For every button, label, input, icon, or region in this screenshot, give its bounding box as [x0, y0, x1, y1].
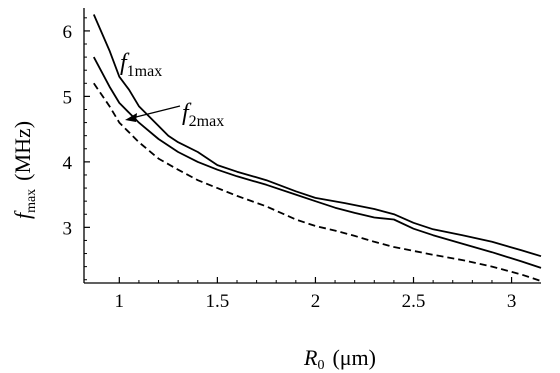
annotation-f2max-arrowhead: [125, 113, 137, 122]
series-line-f2max: [93, 56, 542, 269]
axes: 1 1.5 2 2.5 3 3 4 5 6: [63, 8, 541, 312]
x-tick-label: 3: [507, 291, 517, 312]
annotation-f1max: f1max: [120, 50, 162, 80]
y-tick-label: 5: [63, 87, 73, 108]
x-tick-label: 2: [311, 291, 321, 312]
y-axis-title: fmax(MHz): [10, 121, 39, 219]
series-line-f1max: [92, 14, 542, 258]
y-tick-label: 3: [63, 218, 73, 239]
x-tick-label: 1: [115, 291, 125, 312]
series-line-dashed-2: [93, 82, 542, 282]
x-tick-label: 2.5: [402, 291, 426, 312]
x-axis-title: R0 (μm): [303, 345, 376, 373]
series-group: [92, 14, 542, 282]
annotation-f2max-arrow-line: [131, 105, 181, 119]
annotation-f2max: f2max: [182, 100, 224, 130]
y-tick-label: 4: [63, 153, 73, 174]
y-tick-label: 6: [63, 22, 73, 43]
x-tick-label: 1.5: [205, 291, 229, 312]
